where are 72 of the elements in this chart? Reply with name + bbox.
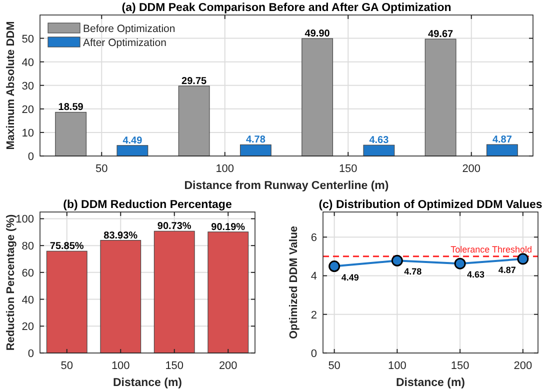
y-axis-title: Reduction Percentage (%) [5,214,17,351]
data-label: 49.90 [304,28,330,40]
data-label: 4.63 [467,270,485,280]
y-tick-label: 0 [28,151,34,163]
data-label: 4.87 [498,264,516,275]
data-label: 4.87 [492,134,512,146]
data-label: 4.49 [341,272,359,282]
bar [55,112,87,156]
legend-label: After Optimization [83,37,167,49]
x-tick-label: 50 [96,163,108,175]
x-tick-label: 200 [218,360,238,372]
bar [302,38,334,156]
y-tick-label: 50 [22,33,34,46]
point [328,260,340,272]
x-tick-label: 100 [111,360,130,372]
y-tick-label: 60 [22,267,34,280]
data-label: 4.78 [246,134,266,146]
point [517,253,529,265]
chart-title: (c) Distribution of Optimized DDM Values [318,199,542,211]
y-tick-label: 0 [310,348,317,360]
y-tick-label: 2 [310,309,317,322]
y-tick-label: 40 [22,294,34,306]
y-tick-label: 40 [22,56,34,69]
bar [116,145,148,156]
data-label: 29.75 [182,76,208,87]
chart-title: (a) DDM Peak Comparison Before and After GA Optimization [122,2,452,14]
y-tick-label: 4 [310,270,317,283]
x-tick-label: 150 [450,360,470,372]
data-label: 83.93% [104,230,138,242]
bar [424,38,456,156]
bar [486,144,518,156]
x-tick-label: 200 [514,360,532,372]
x-tick-label: 150 [338,163,358,175]
chart-title: (b) DDM Reduction Percentage [63,199,232,211]
y-tick-label: 30 [22,80,34,92]
x-axis-title: Distance from Runway Centerline (m) [184,180,389,192]
bar [154,230,195,354]
x-tick-label: 150 [165,360,184,372]
y-tick-label: 80 [22,240,34,253]
bar [240,144,272,156]
x-axis-title: Distance (m) [396,377,466,389]
bar [100,240,142,354]
data-label: 4.78 [404,266,422,277]
y-tick-label: 100 [16,214,34,226]
x-tick-label: 100 [216,163,234,175]
point [454,258,466,270]
bar [363,144,395,156]
x-tick-label: 50 [328,360,340,372]
data-label: 75.85% [50,241,84,252]
bar [178,86,210,156]
y-tick-label: 6 [310,232,317,244]
x-tick-label: 50 [60,360,73,372]
x-tick-label: 100 [388,360,406,372]
y-tick-label: 10 [22,127,34,140]
y-axis-title: Optimized DDM Value [288,226,300,340]
data-label: 4.49 [122,135,143,146]
y-tick-label: 20 [22,321,34,334]
x-tick-label: 200 [462,163,481,175]
x-axis-title: Distance (m) [112,377,182,389]
data-label: 49.67 [428,29,454,40]
legend-label: Before Optimization [83,23,176,35]
y-tick-label: 20 [22,104,34,116]
data-label: 90.73% [157,221,192,232]
bar [208,232,249,354]
data-label: 4.63 [369,135,390,146]
y-axis-title: Maximum Absolute DDM [5,21,17,150]
data-label: 90.19% [211,222,246,233]
point [391,254,403,266]
bar [46,250,88,354]
y-tick-label: 0 [28,348,34,360]
data-label: 18.59 [58,102,84,114]
ref-line-label: Tolerance Threshold [450,244,532,254]
